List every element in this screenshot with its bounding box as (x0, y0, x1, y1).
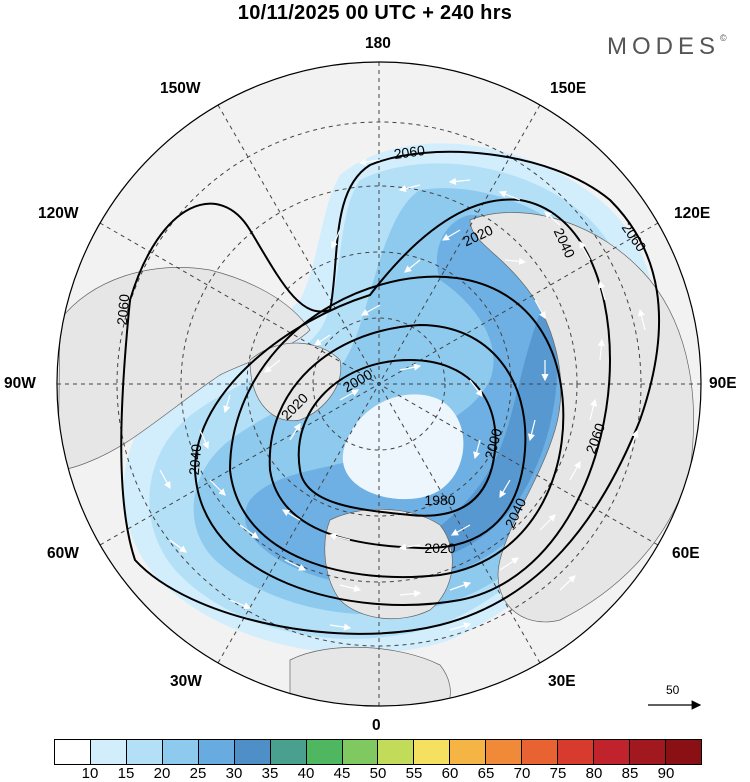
colorbar-swatch (594, 740, 630, 764)
contour-2020 (228, 275, 565, 578)
longitude-label-90e: 90E (709, 375, 737, 392)
wind-reference: 50 (646, 683, 704, 713)
longitude-label-60e: 60E (672, 545, 700, 562)
colorbar-tick-label: 30 (225, 765, 243, 782)
land-africa (289, 646, 451, 706)
colorbar-swatch (414, 740, 451, 764)
contour-2040 (193, 198, 612, 606)
map-border (56, 61, 702, 707)
colorbar-swatch (55, 740, 91, 764)
brand-logo: MODES© (607, 33, 727, 60)
longitude-label-0: 0 (372, 717, 381, 734)
contour-2060-main (120, 150, 661, 635)
contour-label: 2040 (186, 443, 205, 476)
wind-reference-label: 50 (666, 683, 680, 697)
wind-calm-core (342, 394, 464, 500)
contour-1980 (297, 358, 497, 517)
colorbar-swatch (378, 740, 415, 764)
longitude-label-180: 180 (365, 35, 391, 52)
colorbar-tick-label: 70 (513, 765, 531, 782)
colorbar-tick-label: 80 (585, 765, 603, 782)
longitude-label-30w: 30W (170, 673, 202, 690)
colorbar-swatch (450, 740, 487, 764)
wind-arrows (159, 158, 646, 631)
colorbar-tick-label: 90 (657, 765, 675, 782)
colorbar-tick-label: 65 (477, 765, 495, 782)
colorbar-tick-label: 40 (297, 765, 315, 782)
colorbar-tick-label: 20 (153, 765, 171, 782)
colorbar-tick-label: 45 (333, 765, 351, 782)
colorbar-tick-label: 60 (441, 765, 459, 782)
longitude-label-150e: 150E (550, 80, 587, 97)
polar-map: 2060 2060 2060 2060 2040 2040 2040 2020 … (56, 61, 702, 707)
longitude-label-120e: 120E (674, 205, 711, 222)
graticule (57, 62, 701, 706)
colorbar-swatch (234, 740, 271, 764)
colorbar-tick-label: 10 (81, 765, 99, 782)
colorbar-swatch (162, 740, 199, 764)
colorbar-swatch (90, 740, 127, 764)
longitude-label-60w: 60W (47, 545, 79, 562)
colorbar-tick-label: 25 (189, 765, 207, 782)
colorbar-ticks: 10 15 20 25 30 35 40 45 50 55 60 65 70 75 80 85 90 (0, 765, 750, 782)
colorbar-swatch (558, 740, 595, 764)
colorbar-tick-label: 75 (549, 765, 567, 782)
land-asia (469, 212, 694, 623)
contour-label: 1980 (424, 492, 455, 508)
longitude-label-120w: 120W (38, 205, 79, 222)
longitude-label-150w: 150W (160, 80, 201, 97)
contour-label: 2060 (393, 142, 426, 162)
colorbar-swatch (665, 740, 701, 764)
wind-reference-arrow (648, 700, 702, 710)
colorbar-tick-label: 15 (117, 765, 135, 782)
contour-label: 2000 (481, 426, 505, 460)
longitude-label-90w: 90W (4, 375, 36, 392)
colorbar-swatch (306, 740, 343, 764)
contour-2000 (268, 323, 527, 550)
colorbar-tick-label: 35 (261, 765, 279, 782)
colorbar-tick-label: 55 (405, 765, 423, 782)
colorbar-swatch (522, 740, 559, 764)
longitude-label-30e: 30E (548, 673, 576, 690)
land-europe (324, 508, 453, 620)
colorbar-swatch (126, 740, 163, 764)
colorbar-tick-label: 85 (621, 765, 639, 782)
colorbar-swatch (630, 740, 666, 764)
colorbar (54, 739, 702, 765)
colorbar-swatch (342, 740, 379, 764)
height-contours (120, 150, 661, 635)
map-title: 10/11/2025 00 UTC + 240 hrs (237, 2, 513, 24)
contour-label: 2020 (424, 540, 455, 556)
colorbar-swatch (198, 740, 235, 764)
colorbar-swatch (486, 740, 523, 764)
contour-label: 2060 (114, 293, 133, 326)
colorbar-swatch (270, 740, 307, 764)
colorbar-tick-label: 50 (369, 765, 387, 782)
